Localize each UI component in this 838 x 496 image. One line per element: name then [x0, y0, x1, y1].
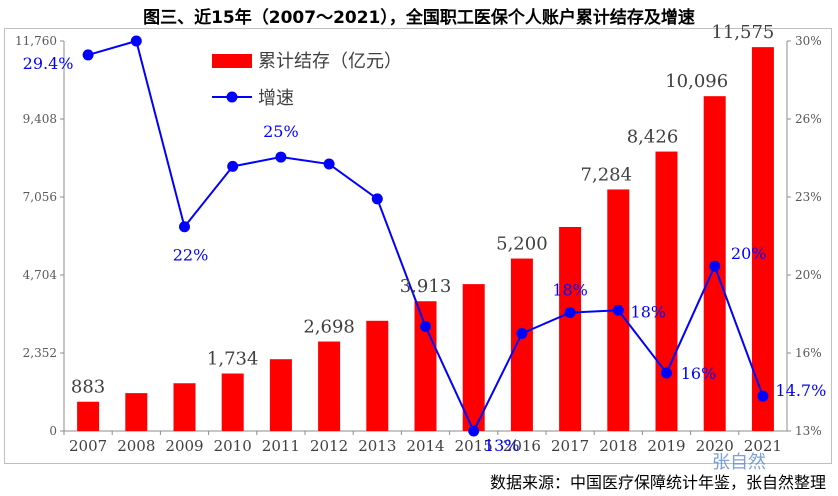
- line-point: [661, 367, 672, 379]
- line-data-label: 29.4%: [23, 54, 74, 73]
- bar: [414, 301, 437, 431]
- line-data-label: 16%: [681, 364, 717, 383]
- x-tick-label: 2018: [599, 437, 637, 455]
- line-data-label: 13%: [484, 436, 520, 455]
- x-tick-label: 2021: [744, 437, 782, 455]
- y-left-tick-label: 7,056: [23, 190, 57, 204]
- bar-data-label: 5,200: [496, 234, 548, 255]
- bar: [77, 401, 100, 431]
- line-data-label: 18%: [552, 281, 588, 300]
- line-point: [371, 193, 383, 205]
- x-tick-label: 2017: [551, 437, 589, 455]
- bar: [269, 359, 292, 431]
- bar-data-label: 2,698: [303, 317, 355, 338]
- x-tick-label: 2008: [117, 437, 155, 455]
- watermark: 张自然: [712, 452, 766, 473]
- bar: [125, 393, 148, 431]
- x-tick-label: 2011: [262, 437, 300, 455]
- source-note: 数据来源：中国医疗保障统计年鉴，张自然整理: [489, 473, 826, 492]
- legend-swatch-bar: [212, 54, 252, 68]
- y-right-tick-label: 30%: [795, 34, 822, 48]
- y-right-tick-label: 26%: [795, 112, 822, 126]
- data-labels: 883 1,734 2,698 3,913 5,200 7,284 8,426 10,096 1…: [23, 22, 827, 455]
- x-tick-label: 2020: [696, 437, 734, 455]
- line-series: [82, 35, 769, 437]
- line-point: [130, 35, 142, 47]
- bar-data-label: 8,426: [627, 127, 679, 148]
- line-point: [82, 49, 94, 61]
- line-data-label: 20%: [731, 244, 767, 263]
- bar-data-label: 7,284: [581, 164, 633, 185]
- line-point: [612, 304, 624, 316]
- line-point: [468, 425, 480, 437]
- y-left-tick-label: 2,352: [23, 346, 57, 360]
- bar: [510, 258, 533, 431]
- chart-frame: [4, 28, 832, 464]
- bar: [559, 226, 582, 431]
- x-tick-label: 2009: [165, 437, 203, 455]
- bar-data-label: 3,913: [400, 276, 452, 297]
- y-left-tick-label: 4,704: [23, 268, 58, 282]
- x-tick-label: 2012: [310, 437, 348, 455]
- bar: [366, 320, 389, 431]
- x-tick-label: 2016: [503, 437, 541, 455]
- line-point: [323, 158, 335, 170]
- bar-data-label: 883: [71, 377, 105, 398]
- line-point: [275, 151, 287, 163]
- legend-label-line: 增速: [258, 88, 294, 109]
- y-right-tick-label: 13%: [795, 424, 822, 438]
- bar-data-label: 1,734: [207, 348, 259, 369]
- bar: [462, 284, 485, 431]
- line-point: [420, 321, 431, 333]
- line-point: [709, 260, 721, 272]
- line-data-label: 14.7%: [775, 381, 826, 400]
- y-left-tick-label: 9,408: [23, 112, 57, 126]
- bar: [318, 341, 341, 431]
- x-tick-label: 2010: [214, 437, 252, 455]
- x-tick-label: 2007: [69, 437, 107, 455]
- y-right-tick-label: 20%: [795, 268, 822, 282]
- x-tick-label: 2014: [406, 437, 444, 455]
- line-point: [227, 160, 239, 172]
- x-tick-label: 2015: [455, 437, 493, 455]
- line-point: [179, 221, 190, 233]
- line-data-label: 18%: [631, 302, 667, 321]
- legend-label-bar: 累计结存（亿元）: [258, 51, 402, 72]
- line-point: [564, 307, 576, 319]
- y-left-tick-label: 0: [49, 424, 57, 438]
- bar: [751, 47, 774, 432]
- y-right-tick-label: 23%: [795, 190, 822, 204]
- bar: [173, 383, 196, 431]
- line-data-label: 22%: [173, 246, 209, 265]
- line-point: [757, 390, 769, 402]
- bar-data-label: 10,096: [665, 71, 728, 92]
- legend-swatch-marker: [226, 91, 238, 103]
- x-tick-label: 2013: [358, 437, 396, 455]
- y-left-tick-label: 11,760: [15, 34, 57, 48]
- bar: [221, 373, 244, 431]
- chart-title: 图三、近15年（2007～2021），全国职工医保个人账户累计结存及增速: [143, 8, 695, 28]
- bar-data-label: 11,575: [711, 22, 774, 43]
- line-data-label: 25%: [263, 122, 299, 141]
- x-tick-label: 2019: [647, 437, 685, 455]
- legend: 累计结存（亿元） 增速: [212, 51, 402, 109]
- line-point: [516, 328, 528, 339]
- bar: [655, 151, 678, 431]
- y-right-tick-label: 16%: [795, 346, 822, 360]
